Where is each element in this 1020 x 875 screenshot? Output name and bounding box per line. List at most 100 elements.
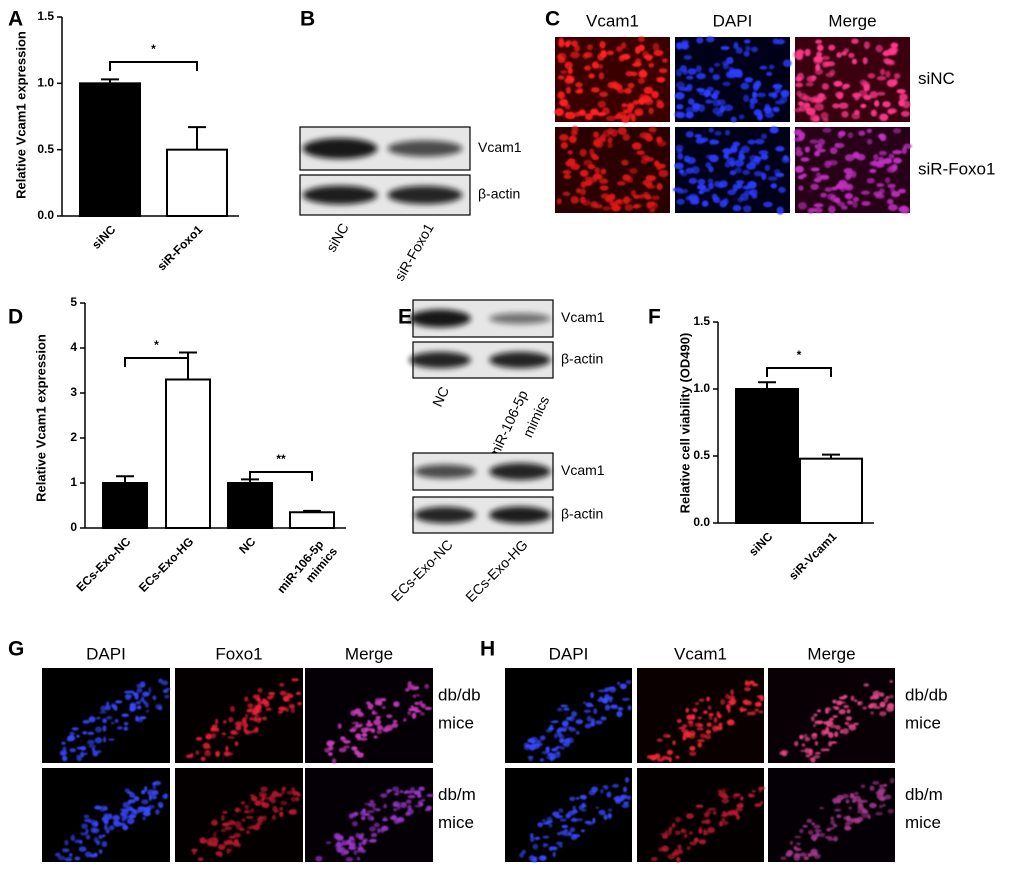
cell — [559, 818, 567, 822]
cell — [239, 828, 245, 831]
cell — [869, 785, 875, 791]
cell — [676, 718, 682, 724]
cell — [407, 711, 412, 716]
cell — [875, 790, 884, 796]
cell — [599, 185, 609, 191]
cell — [689, 195, 700, 204]
cell — [412, 706, 419, 710]
cell — [696, 184, 707, 190]
cells — [186, 678, 302, 762]
cell — [380, 793, 388, 798]
cell — [614, 114, 623, 120]
cell — [832, 699, 837, 704]
cell — [720, 45, 730, 51]
cell — [884, 794, 892, 800]
cell — [852, 201, 858, 208]
blot-band — [414, 506, 476, 524]
cell — [828, 44, 836, 51]
cell — [832, 823, 838, 828]
cell — [549, 724, 554, 728]
cell — [695, 64, 702, 73]
cell — [565, 813, 571, 819]
cell — [739, 802, 744, 808]
cell — [211, 819, 218, 826]
cell — [852, 196, 860, 202]
column-header: Merge — [345, 644, 393, 663]
cell — [722, 62, 729, 70]
cell — [813, 754, 821, 759]
cell — [879, 701, 886, 708]
cell — [610, 704, 619, 709]
cell — [297, 701, 302, 706]
cell — [836, 52, 842, 58]
cell — [221, 732, 227, 736]
cell — [129, 706, 136, 712]
cell — [806, 818, 813, 823]
cell — [258, 798, 264, 806]
protein-label: β-actin — [561, 351, 603, 367]
cell — [845, 716, 852, 721]
cell — [257, 700, 265, 705]
cell — [585, 113, 593, 121]
cell — [348, 846, 355, 850]
cell — [804, 736, 811, 742]
cell — [570, 196, 580, 204]
cells — [672, 126, 791, 215]
cell — [859, 700, 863, 706]
cell — [144, 786, 148, 792]
cell — [621, 697, 630, 702]
cell — [265, 707, 272, 711]
cell — [704, 734, 712, 740]
cell — [744, 77, 754, 83]
blot-band — [302, 138, 378, 159]
cell — [852, 799, 856, 803]
cell — [598, 72, 605, 80]
cell — [112, 814, 121, 821]
cell — [829, 147, 838, 155]
cell — [840, 205, 848, 210]
y-tick-label: 4 — [70, 340, 77, 354]
cell — [834, 731, 839, 738]
cell — [869, 91, 878, 99]
cell — [627, 705, 632, 711]
cell — [241, 818, 246, 823]
cell — [674, 830, 681, 835]
cell — [616, 710, 623, 718]
cell — [338, 747, 347, 753]
cell — [381, 825, 389, 831]
panel-letter: D — [8, 306, 23, 329]
cell — [828, 741, 833, 747]
cell — [392, 801, 401, 807]
cell — [355, 721, 359, 726]
cell — [866, 177, 875, 184]
cell — [409, 787, 415, 794]
y-axis-label: Relative Vcam1 expression — [13, 31, 28, 199]
cell — [719, 199, 727, 208]
cell — [361, 732, 368, 737]
cell — [262, 698, 267, 703]
cell — [899, 205, 908, 214]
blot-band — [387, 185, 463, 205]
cell — [658, 68, 668, 74]
cell — [70, 834, 75, 841]
cell — [682, 69, 688, 75]
cell — [586, 44, 593, 51]
cell — [648, 126, 657, 133]
cell — [768, 64, 775, 70]
cell — [898, 188, 906, 194]
x-tick-label: miR-106-5p mimics — [274, 535, 340, 606]
cells — [556, 125, 669, 213]
cell — [585, 702, 593, 708]
cell — [354, 708, 362, 713]
cell — [694, 722, 702, 728]
cell — [686, 157, 696, 165]
cell — [672, 740, 676, 746]
cell — [556, 198, 562, 205]
cell — [412, 694, 417, 698]
cell — [76, 734, 80, 738]
cell — [600, 168, 607, 175]
cell — [144, 702, 149, 708]
cell — [213, 838, 219, 845]
cell — [582, 701, 587, 705]
cell — [579, 169, 589, 177]
